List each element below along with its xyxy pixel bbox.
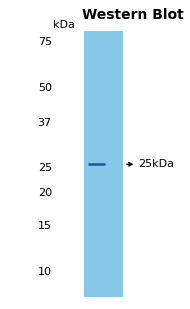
- Bar: [84, 31, 123, 297]
- Text: kDa: kDa: [53, 19, 75, 30]
- Text: Western Blot: Western Blot: [82, 8, 184, 22]
- Text: 25kDa: 25kDa: [138, 159, 174, 169]
